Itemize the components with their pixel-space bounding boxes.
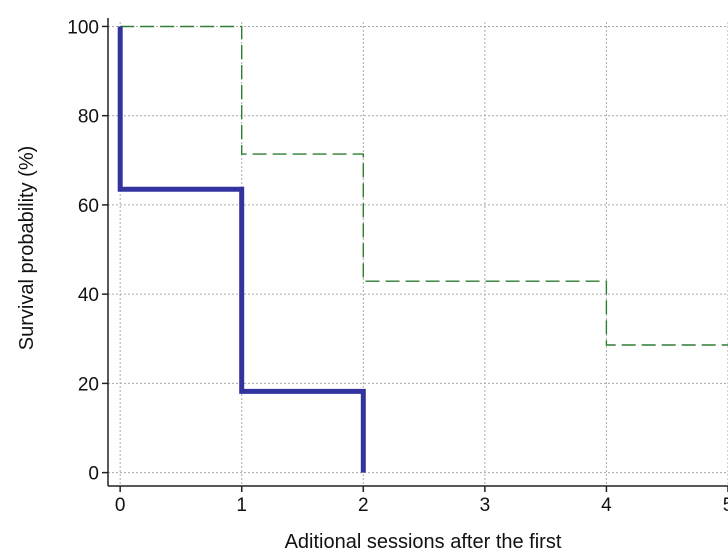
ticks: 0 1 2 3 4 5 0 20 40 60 80 100 — [67, 17, 728, 516]
series-layer — [117, 25, 728, 473]
y-tick-label-4: 80 — [78, 107, 99, 128]
x-tick-label-4: 4 — [601, 495, 612, 516]
y-tick-label-3: 60 — [78, 196, 99, 217]
y-tick-label-5: 100 — [67, 17, 99, 38]
y-tick-label-2: 40 — [78, 285, 99, 306]
series-line-0 — [117, 26, 366, 473]
grid — [108, 22, 728, 486]
x-tick-label-3: 3 — [480, 495, 491, 516]
y-axis-label: Survival probability (%) — [16, 146, 38, 351]
x-tick-label-1: 1 — [236, 495, 247, 516]
x-axis-label: Aditional sessions after the first — [285, 531, 562, 553]
y-tick-label-0: 0 — [88, 464, 99, 485]
x-tick-label-5: 5 — [723, 495, 728, 516]
series-line-1 — [120, 25, 728, 346]
y-tick-label-1: 20 — [78, 374, 99, 395]
axes — [107, 18, 728, 487]
x-tick-label-2: 2 — [358, 495, 369, 516]
x-tick-label-0: 0 — [115, 495, 126, 516]
